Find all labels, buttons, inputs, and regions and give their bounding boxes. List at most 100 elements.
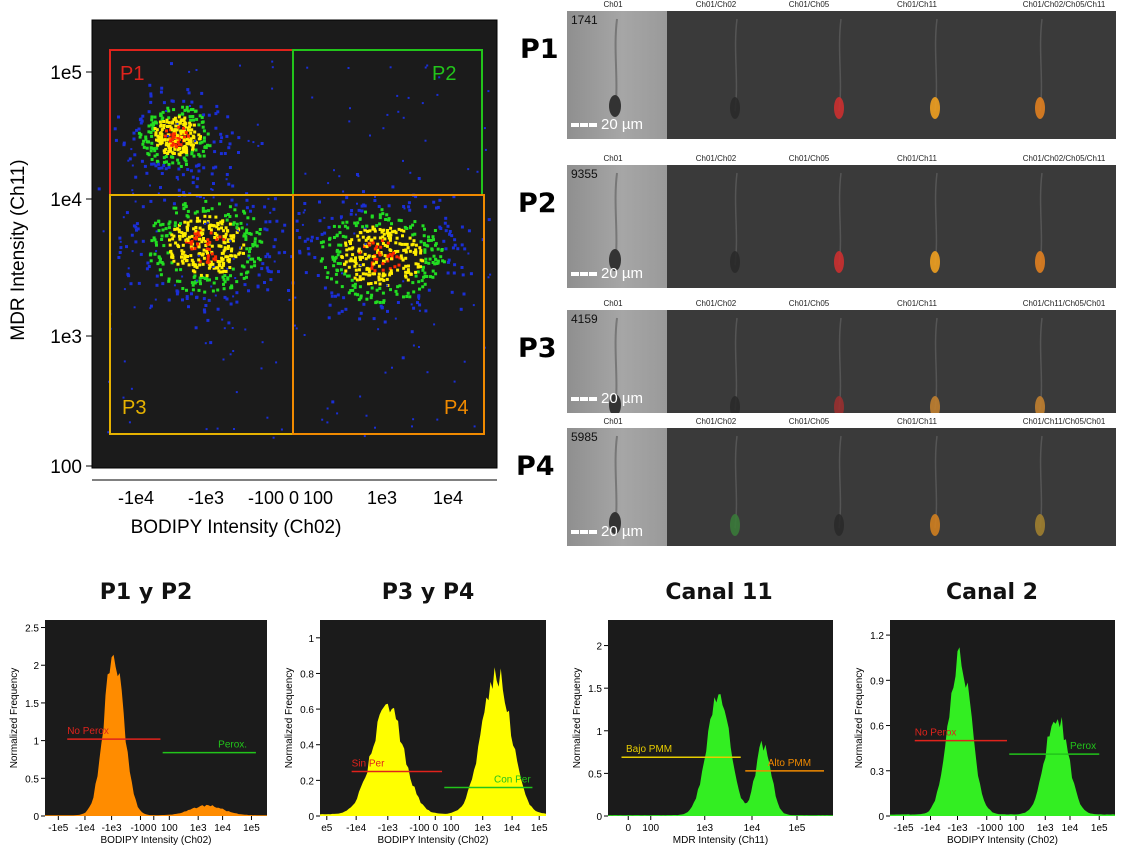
scatter-point xyxy=(149,304,153,308)
scatter-point xyxy=(439,255,443,259)
scatter-point xyxy=(320,257,324,261)
scatter-point xyxy=(189,105,191,107)
scatter-point xyxy=(145,146,149,150)
y-tick-label: 1 xyxy=(33,737,39,748)
scatter-points xyxy=(97,60,492,439)
scatter-point xyxy=(186,126,190,130)
scatter-point xyxy=(194,109,198,113)
scatter-point xyxy=(212,182,215,185)
scatter-point xyxy=(150,115,154,119)
scatter-point xyxy=(216,223,220,226)
scatter-point xyxy=(206,258,210,261)
scatter-point xyxy=(372,262,376,266)
scatter-point xyxy=(245,247,249,251)
scatter-point xyxy=(208,215,212,219)
scatter-point xyxy=(177,167,181,171)
scatter-point xyxy=(226,277,230,281)
scatter-point xyxy=(266,252,270,256)
scatter-point xyxy=(149,252,153,256)
scatter-point xyxy=(186,255,189,258)
scatter-point xyxy=(257,256,260,260)
scatter-point xyxy=(364,227,367,230)
scatter-point xyxy=(242,243,246,247)
scatter-point xyxy=(385,244,389,248)
scatter-point xyxy=(382,299,386,303)
scatter-point xyxy=(149,259,153,263)
scatter-point xyxy=(390,222,393,226)
cell-head xyxy=(730,251,740,273)
scatter-point xyxy=(172,234,176,238)
scatter-point xyxy=(453,263,457,267)
scatter-point xyxy=(428,257,432,261)
scatter-point xyxy=(229,274,232,278)
scatter-point xyxy=(381,235,385,239)
scatter-point xyxy=(423,250,427,254)
scatter-point xyxy=(357,268,361,272)
scatter-point xyxy=(372,317,376,321)
scatter-point xyxy=(212,266,216,270)
scatter-point xyxy=(192,143,195,147)
scatter-point xyxy=(192,227,196,231)
scatter-point xyxy=(330,291,334,295)
scatter-point xyxy=(263,205,267,209)
scatter-point xyxy=(386,229,389,232)
scatter-point xyxy=(388,238,392,242)
scatter-point xyxy=(134,200,137,203)
scatter-point xyxy=(207,298,211,302)
scatter-point xyxy=(186,134,190,138)
scatter-point xyxy=(200,240,204,244)
scatter-point xyxy=(137,127,141,131)
histogram-gate-label: Alto PMM xyxy=(768,758,811,769)
scatter-point xyxy=(444,247,448,251)
scatter-point xyxy=(153,154,157,158)
scatter-point xyxy=(179,132,183,136)
scatter-point xyxy=(324,266,327,269)
scatter-point xyxy=(155,153,159,157)
scatter-point xyxy=(252,141,255,144)
scatter-point xyxy=(264,220,268,224)
scatter-point xyxy=(132,137,136,141)
scatter-point xyxy=(402,205,406,208)
scatter-point xyxy=(443,221,447,225)
scatter-point xyxy=(283,250,287,254)
scatter-point xyxy=(448,232,452,236)
scatter-point xyxy=(409,272,413,276)
scatter-point xyxy=(356,173,359,176)
scatter-point xyxy=(177,143,181,147)
scatter-point xyxy=(191,175,195,179)
scatter-point xyxy=(142,145,146,149)
scatter-point xyxy=(182,123,186,126)
scatter-point xyxy=(183,220,187,224)
scatter-point xyxy=(416,301,419,305)
x-tick-label: 1e3 xyxy=(367,488,397,508)
scatter-point xyxy=(191,283,195,287)
x-tick-label: 1e4 xyxy=(433,488,463,508)
scatter-point xyxy=(226,240,230,243)
scatter-point xyxy=(347,247,351,251)
scatter-point xyxy=(166,135,169,137)
scatter-point xyxy=(204,342,207,345)
scatter-point xyxy=(247,256,250,259)
scatter-point xyxy=(137,281,141,285)
scatter-point xyxy=(432,254,436,258)
scatter-point xyxy=(172,202,176,206)
scatter-point xyxy=(209,260,213,264)
channel-label: Ch01/Ch11/Ch05/Ch01 xyxy=(1022,299,1106,308)
cell-head xyxy=(1035,396,1045,413)
scatter-point xyxy=(290,255,294,259)
scatter-point xyxy=(453,243,457,247)
scatter-point xyxy=(228,205,232,209)
cell-head xyxy=(930,514,940,536)
scatter-point xyxy=(357,238,361,242)
scatter-point xyxy=(162,126,166,130)
scatter-point xyxy=(375,224,379,228)
scatter-point xyxy=(225,297,229,301)
scatter-point xyxy=(323,231,327,235)
scatter-point xyxy=(242,276,246,280)
scatter-point xyxy=(160,118,164,122)
scatter-point xyxy=(412,290,416,294)
scatter-point xyxy=(350,209,354,212)
scatter-point xyxy=(230,198,234,202)
scatter-point xyxy=(216,427,219,430)
scatter-point xyxy=(208,144,212,148)
